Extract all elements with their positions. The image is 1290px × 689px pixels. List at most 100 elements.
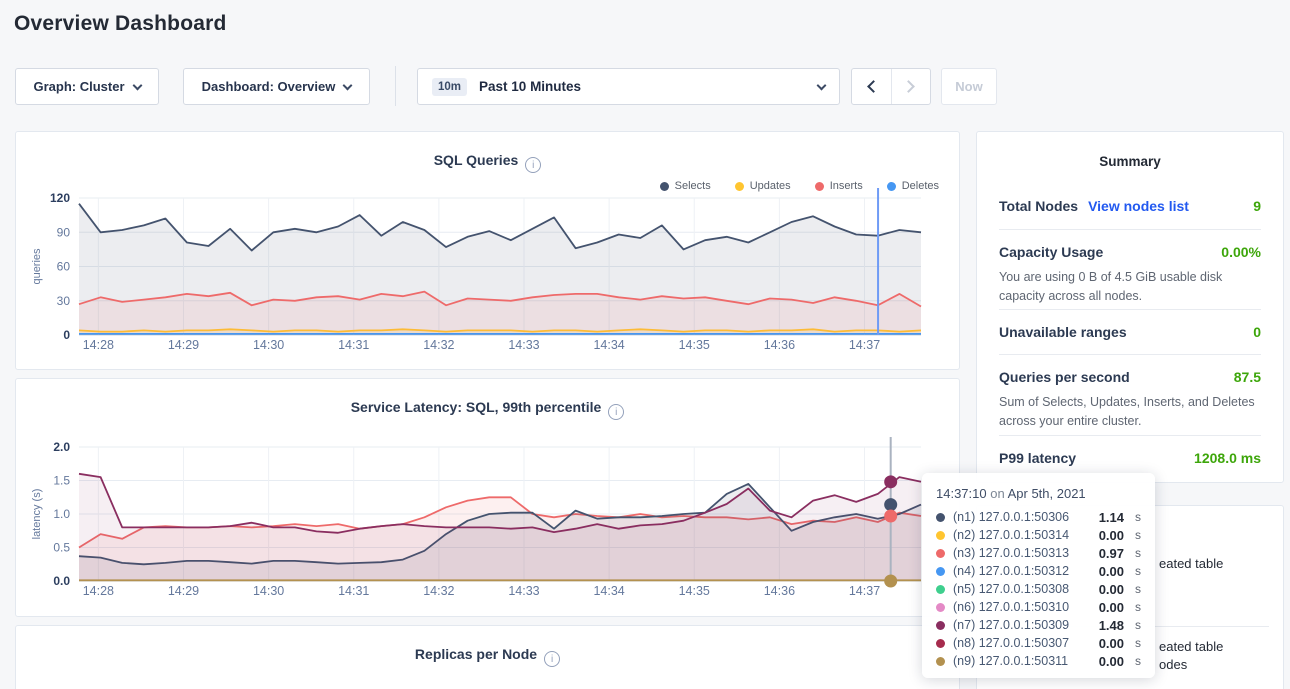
legend-item-inserts[interactable]: Inserts	[814, 180, 863, 192]
summary-row-p99: P99 latency 1208.0 ms	[999, 450, 1261, 466]
time-nav-group	[851, 68, 931, 105]
series-dot-icon	[936, 584, 945, 594]
event-item-fragment: odes	[1159, 657, 1188, 672]
svg-text:30: 30	[57, 294, 71, 308]
chevron-down-icon	[816, 80, 827, 90]
tooltip-node-unit: s	[1135, 546, 1141, 560]
summary-row-capacity: Capacity Usage 0.00%	[999, 244, 1261, 260]
summary-row-qps: Queries per second 87.5	[999, 369, 1261, 385]
info-icon[interactable]: i	[544, 651, 561, 667]
latency-hover-tooltip: 14:37:10 on Apr 5th, 2021 (n1) 127.0.0.1…	[922, 473, 1155, 678]
event-item-fragment: eated table	[1159, 556, 1224, 571]
tooltip-node-unit: s	[1135, 618, 1141, 632]
svg-text:1.5: 1.5	[53, 474, 70, 488]
now-button[interactable]: Now	[941, 68, 997, 105]
legend-item-selects[interactable]: Selects	[659, 180, 711, 192]
chevron-right-icon	[902, 80, 916, 93]
tooltip-node-label: (n2) 127.0.0.1:50314	[953, 528, 1070, 542]
summary-panel: Summary Total Nodes View nodes list 9 Ca…	[976, 131, 1284, 483]
tooltip-node-label: (n9) 127.0.0.1:50311	[953, 654, 1069, 668]
sql-queries-chart[interactable]: 0 30 60 90 120 14:28 14:29 14:30 14:31 14:32 14:33…	[16, 132, 961, 371]
dashboard-dropdown[interactable]: Dashboard: Overview	[183, 68, 370, 105]
chevron-down-icon	[132, 80, 142, 90]
tooltip-node-value: 0.00	[1098, 635, 1124, 651]
tooltip-node-value: 1.14	[1098, 509, 1124, 525]
svg-text:60: 60	[57, 260, 71, 274]
latency-tooltip-rows: (n1) 127.0.0.1:50306 1.14 s (n2) 127.0.0.1:…	[936, 508, 1141, 670]
svg-text:14:35: 14:35	[679, 338, 710, 352]
svg-text:0.0: 0.0	[53, 574, 70, 588]
series-dot-icon	[936, 602, 945, 612]
view-nodes-list-link[interactable]: View nodes list	[1088, 198, 1189, 214]
chevron-down-icon	[342, 80, 353, 90]
svg-text:14:37: 14:37	[849, 584, 880, 598]
capacity-usage-label: Capacity Usage	[999, 244, 1104, 260]
inserts-dot-icon	[814, 181, 824, 191]
unavailable-ranges-label: Unavailable ranges	[999, 324, 1127, 340]
replicas-per-node-title: Replicas per Node i	[16, 646, 959, 667]
tooltip-node-label: (n3) 127.0.0.1:50313	[953, 546, 1070, 560]
svg-text:14:29: 14:29	[168, 338, 199, 352]
qps-label: Queries per second	[999, 369, 1130, 385]
service-latency-chart[interactable]: 0.0 0.5 1.0 1.5 2.0 14:28 14:29 14:30 14:31 14:32…	[16, 379, 961, 618]
tooltip-row: (n7) 127.0.0.1:50309 1.48 s	[936, 616, 1141, 634]
svg-text:14:32: 14:32	[423, 338, 454, 352]
series-dot-icon	[936, 656, 945, 666]
dashboard-dropdown-label: Dashboard: Overview	[201, 79, 336, 94]
tooltip-node-unit: s	[1135, 582, 1141, 596]
tooltip-row: (n9) 127.0.0.1:50311 0.00 s	[936, 652, 1141, 670]
svg-text:14:36: 14:36	[764, 338, 795, 352]
tooltip-node-value: 0.00	[1098, 653, 1124, 669]
time-range-dropdown[interactable]: 10m Past 10 Minutes	[417, 68, 840, 105]
time-back-button[interactable]	[852, 69, 891, 104]
svg-text:14:28: 14:28	[83, 584, 114, 598]
svg-text:14:31: 14:31	[338, 338, 369, 352]
tooltip-row: (n8) 127.0.0.1:50307 0.00 s	[936, 634, 1141, 652]
service-latency-panel: Service Latency: SQL, 99th percentile i 0…	[15, 378, 960, 617]
event-item-fragment: eated table	[1159, 639, 1224, 654]
svg-text:14:32: 14:32	[423, 584, 454, 598]
tooltip-row: (n2) 127.0.0.1:50314 0.00 s	[936, 526, 1141, 544]
svg-text:queries: queries	[31, 248, 43, 285]
tooltip-row: (n3) 127.0.0.1:50313 0.97 s	[936, 544, 1141, 562]
series-dot-icon	[936, 548, 945, 558]
svg-text:latency (s): latency (s)	[31, 489, 43, 540]
tooltip-node-unit: s	[1135, 510, 1141, 524]
capacity-usage-description: You are using 0 B of 4.5 GiB usable disk…	[999, 270, 1223, 303]
divider	[999, 435, 1261, 436]
summary-row-total-nodes: Total Nodes View nodes list 9	[999, 198, 1261, 214]
tooltip-node-value: 0.00	[1098, 599, 1124, 615]
replicas-per-node-panel: Replicas per Node i	[15, 625, 960, 689]
tooltip-node-value: 0.00	[1098, 581, 1124, 597]
series-dot-icon	[936, 512, 945, 522]
svg-text:0: 0	[63, 328, 70, 342]
graph-dropdown[interactable]: Graph: Cluster	[15, 68, 159, 105]
series-dot-icon	[936, 638, 945, 648]
svg-text:14:35: 14:35	[679, 584, 710, 598]
capacity-usage-value: 0.00%	[1221, 244, 1261, 260]
divider	[999, 229, 1261, 230]
svg-text:1.0: 1.0	[53, 507, 70, 521]
svg-text:14:36: 14:36	[764, 584, 795, 598]
svg-text:14:33: 14:33	[508, 584, 539, 598]
divider	[999, 354, 1261, 355]
info-icon[interactable]: i	[525, 157, 542, 173]
toolbar-divider	[395, 66, 396, 106]
legend-item-deletes[interactable]: Deletes	[886, 180, 939, 192]
svg-text:90: 90	[57, 225, 71, 239]
qps-description: Sum of Selects, Updates, Inserts, and De…	[999, 395, 1255, 428]
svg-text:0.5: 0.5	[53, 541, 70, 555]
tooltip-node-unit: s	[1135, 564, 1141, 578]
tooltip-node-label: (n5) 127.0.0.1:50308	[953, 582, 1070, 596]
time-forward-button[interactable]	[890, 69, 931, 104]
tooltip-node-unit: s	[1135, 528, 1141, 542]
info-icon[interactable]: i	[608, 404, 625, 420]
legend-item-updates[interactable]: Updates	[734, 180, 791, 192]
tooltip-node-unit: s	[1135, 600, 1141, 614]
svg-text:14:34: 14:34	[593, 338, 624, 352]
tooltip-node-value: 1.48	[1098, 617, 1124, 633]
tooltip-row: (n4) 127.0.0.1:50312 0.00 s	[936, 562, 1141, 580]
tooltip-row: (n1) 127.0.0.1:50306 1.14 s	[936, 508, 1141, 526]
tooltip-node-label: (n6) 127.0.0.1:50310	[953, 600, 1070, 614]
tooltip-node-value: 0.00	[1098, 527, 1124, 543]
